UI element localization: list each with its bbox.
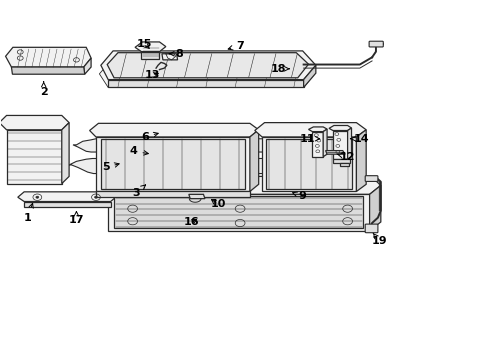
Polygon shape (96, 192, 250, 197)
Polygon shape (189, 194, 205, 199)
Polygon shape (107, 53, 309, 78)
Polygon shape (11, 67, 85, 74)
Polygon shape (333, 131, 347, 159)
Polygon shape (313, 132, 323, 157)
Text: 12: 12 (337, 152, 355, 162)
Text: 11: 11 (300, 134, 319, 144)
Polygon shape (0, 116, 69, 130)
Polygon shape (73, 139, 303, 152)
Polygon shape (250, 130, 259, 192)
Polygon shape (333, 159, 350, 163)
Text: 13: 13 (145, 70, 160, 80)
Polygon shape (84, 58, 91, 74)
Text: 6: 6 (141, 132, 158, 142)
Text: 17: 17 (69, 212, 84, 225)
Text: 5: 5 (102, 162, 119, 172)
Polygon shape (24, 202, 111, 207)
Polygon shape (329, 126, 351, 131)
Polygon shape (340, 163, 348, 166)
Polygon shape (99, 61, 315, 87)
Circle shape (95, 196, 98, 198)
Polygon shape (326, 150, 345, 154)
Polygon shape (6, 130, 62, 184)
Text: 14: 14 (351, 134, 369, 144)
Polygon shape (96, 137, 250, 192)
FancyBboxPatch shape (365, 176, 378, 181)
Text: 19: 19 (371, 233, 387, 246)
Polygon shape (304, 65, 316, 87)
Polygon shape (262, 137, 356, 192)
Polygon shape (162, 54, 177, 60)
Polygon shape (5, 47, 91, 67)
Polygon shape (135, 42, 166, 51)
Polygon shape (369, 185, 381, 231)
Text: 8: 8 (170, 49, 183, 59)
Polygon shape (255, 123, 366, 137)
Text: 1: 1 (24, 203, 33, 222)
Polygon shape (18, 192, 117, 202)
Polygon shape (101, 176, 381, 194)
Circle shape (36, 196, 39, 198)
Polygon shape (114, 196, 363, 228)
Polygon shape (266, 139, 352, 189)
Polygon shape (309, 127, 327, 132)
Polygon shape (101, 139, 245, 189)
Text: 18: 18 (270, 64, 289, 74)
Polygon shape (67, 158, 310, 174)
Polygon shape (356, 130, 366, 192)
Text: 2: 2 (40, 82, 48, 97)
Text: 16: 16 (183, 217, 199, 227)
Polygon shape (347, 128, 351, 159)
Polygon shape (142, 51, 159, 59)
Polygon shape (90, 123, 259, 137)
Polygon shape (62, 123, 69, 184)
FancyBboxPatch shape (369, 41, 383, 47)
Text: 15: 15 (137, 40, 152, 49)
Polygon shape (101, 51, 316, 80)
Polygon shape (323, 129, 327, 157)
Polygon shape (108, 194, 369, 231)
FancyBboxPatch shape (365, 224, 378, 233)
Polygon shape (108, 80, 304, 87)
Text: 7: 7 (228, 41, 244, 50)
Text: 3: 3 (133, 185, 146, 198)
Text: 9: 9 (293, 191, 307, 201)
Text: 10: 10 (210, 199, 226, 210)
Text: 4: 4 (130, 146, 148, 156)
